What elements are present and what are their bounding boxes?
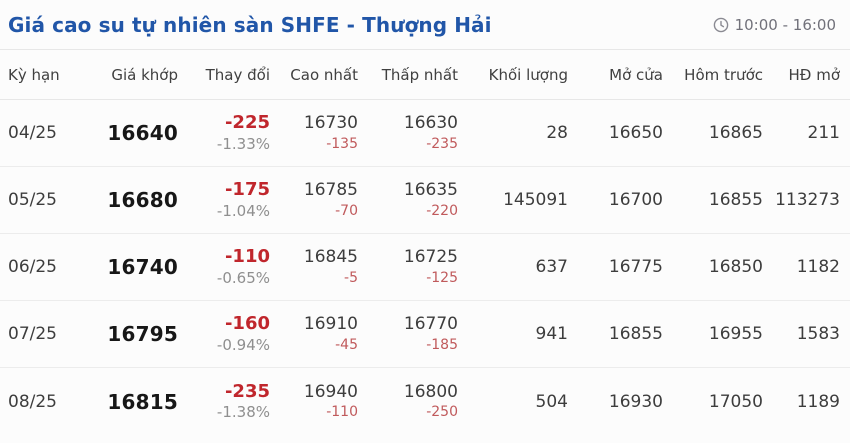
page-title: Giá cao su tự nhiên sàn SHFE - Thượng Hả… [8, 12, 492, 37]
low-diff: -250 [426, 404, 458, 421]
volume-cell: 941 [535, 324, 568, 344]
col-header-low: Thấp nhất [381, 65, 458, 84]
contract-cell: 06/25 [8, 257, 57, 277]
change-percent: -1.38% [216, 403, 270, 421]
high-diff: -135 [326, 135, 358, 152]
change-percent: -0.65% [216, 268, 270, 287]
low-cell: 16770 -185 [358, 314, 458, 353]
low-value: 16800 [403, 381, 458, 402]
col-header-volume: Khối lượng [488, 65, 568, 84]
open-cell: 16775 [608, 257, 663, 277]
change-value: -225 [224, 112, 270, 133]
col-header-high: Cao nhất [290, 65, 358, 84]
contract-cell: 08/25 [8, 391, 57, 412]
table-row[interactable]: 06/25 16740 -110 -0.65% 16845 -5 16725 -… [0, 234, 850, 301]
open-interest-cell: 1583 [796, 324, 840, 344]
table-row[interactable]: 08/25 16815 -235 -1.38% 16940 -110 16800… [0, 368, 850, 435]
open-cell: 16855 [608, 324, 663, 344]
change-percent: -0.94% [216, 335, 270, 354]
prev-close-cell: 16955 [708, 324, 763, 344]
clock-icon [713, 17, 729, 33]
high-cell: 16730 -135 [270, 113, 358, 152]
change-cell: -225 -1.33% [178, 112, 270, 154]
table-row[interactable]: 04/25 16640 -225 -1.33% 16730 -135 16630… [0, 100, 850, 167]
change-value: -175 [224, 179, 270, 200]
change-cell: -160 -0.94% [178, 313, 270, 355]
table-header-row: Kỳ hạn Giá khớp Thay đổi Cao nhất Thấp n… [0, 50, 850, 100]
low-diff: -185 [426, 336, 458, 353]
last-price-cell: 16815 [107, 389, 178, 414]
high-diff: -70 [335, 202, 358, 219]
volume-cell: 504 [535, 391, 568, 412]
low-diff: -220 [426, 202, 458, 219]
table-body: 04/25 16640 -225 -1.33% 16730 -135 16630… [0, 100, 850, 435]
low-value: 16630 [403, 113, 458, 134]
table-row[interactable]: 07/25 16795 -160 -0.94% 16910 -45 16770 … [0, 301, 850, 368]
prev-close-cell: 16855 [708, 190, 763, 210]
low-cell: 16800 -250 [358, 382, 458, 421]
low-diff: -235 [426, 135, 458, 152]
high-cell: 16910 -45 [270, 314, 358, 353]
volume-cell: 28 [546, 123, 568, 143]
change-cell: -110 -0.65% [178, 246, 270, 288]
last-price-cell: 16640 [107, 121, 178, 145]
high-diff: -45 [335, 336, 358, 353]
high-value: 16910 [303, 314, 358, 335]
col-header-contract: Kỳ hạn [8, 65, 60, 84]
widget-header: Giá cao su tự nhiên sàn SHFE - Thượng Hả… [0, 0, 850, 50]
change-percent: -1.33% [216, 134, 270, 153]
high-value: 16785 [303, 180, 358, 201]
low-value: 16770 [403, 314, 458, 335]
open-cell: 16700 [608, 190, 663, 210]
change-cell: -235 -1.38% [178, 381, 270, 423]
volume-cell: 145091 [503, 190, 568, 210]
low-cell: 16630 -235 [358, 113, 458, 152]
high-diff: -5 [344, 269, 358, 286]
high-cell: 16940 -110 [270, 382, 358, 421]
trading-hours-label: 10:00 - 16:00 [734, 15, 836, 34]
open-cell: 16650 [608, 123, 663, 143]
open-interest-cell: 211 [807, 123, 840, 143]
col-header-prev-close: Hôm trước [684, 65, 763, 84]
open-cell: 16930 [608, 391, 663, 412]
prev-close-cell: 17050 [708, 391, 763, 412]
change-cell: -175 -1.04% [178, 179, 270, 221]
open-interest-cell: 1182 [796, 257, 840, 277]
open-interest-cell: 1189 [796, 391, 840, 412]
low-cell: 16635 -220 [358, 180, 458, 219]
low-value: 16635 [403, 180, 458, 201]
low-diff: -125 [426, 269, 458, 286]
trading-hours: 10:00 - 16:00 [713, 16, 836, 34]
col-header-open: Mở cửa [609, 65, 663, 84]
table-row[interactable]: 05/25 16680 -175 -1.04% 16785 -70 16635 … [0, 167, 850, 234]
contract-cell: 05/25 [8, 190, 57, 210]
high-value: 16845 [303, 247, 358, 268]
col-header-open-interest: HĐ mở [788, 65, 840, 84]
last-price-cell: 16680 [107, 188, 178, 212]
last-price-cell: 16740 [107, 255, 178, 279]
contract-cell: 07/25 [8, 324, 57, 344]
open-interest-cell: 113273 [775, 190, 840, 210]
contract-cell: 04/25 [8, 123, 57, 143]
change-value: -110 [224, 246, 270, 267]
high-diff: -110 [326, 404, 358, 421]
last-price-cell: 16795 [107, 322, 178, 346]
col-header-last-price: Giá khớp [111, 65, 178, 84]
change-value: -160 [224, 313, 270, 334]
low-cell: 16725 -125 [358, 247, 458, 286]
high-value: 16940 [303, 381, 358, 402]
change-value: -235 [224, 380, 270, 402]
high-cell: 16845 -5 [270, 247, 358, 286]
prev-close-cell: 16865 [708, 123, 763, 143]
low-value: 16725 [403, 247, 458, 268]
prev-close-cell: 16850 [708, 257, 763, 277]
change-percent: -1.04% [216, 201, 270, 220]
high-value: 16730 [303, 113, 358, 134]
high-cell: 16785 -70 [270, 180, 358, 219]
col-header-change: Thay đổi [205, 65, 270, 84]
volume-cell: 637 [535, 257, 568, 277]
